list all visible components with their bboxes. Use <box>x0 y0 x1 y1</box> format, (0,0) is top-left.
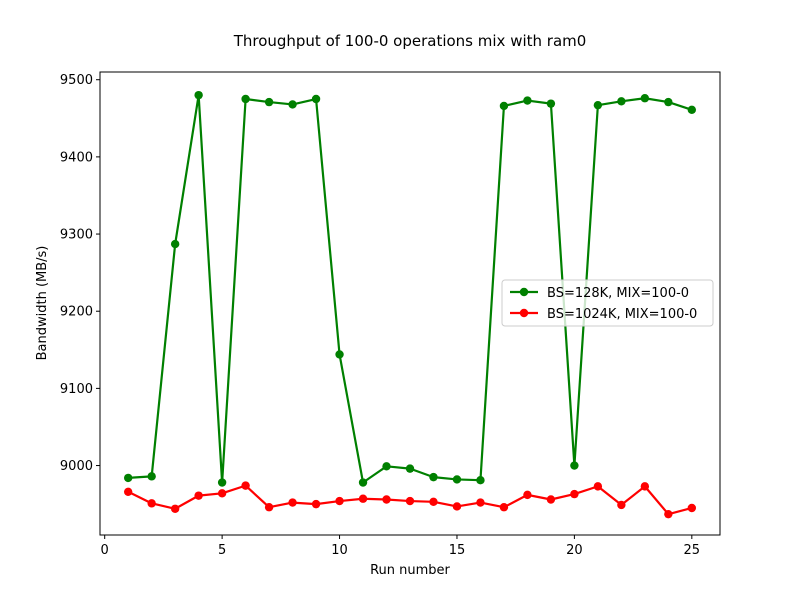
data-point <box>170 239 180 249</box>
y-axis-label: Bandwidth (MB/s) <box>35 246 50 361</box>
x-tick-label: 15 <box>449 543 466 558</box>
data-point <box>687 503 697 513</box>
y-tick-label: 9200 <box>60 305 93 320</box>
data-point <box>335 496 344 506</box>
x-tick-label: 25 <box>684 543 701 558</box>
data-point <box>593 482 603 491</box>
plot-frame <box>99 71 721 536</box>
data-point <box>405 464 415 473</box>
data-point <box>358 494 368 503</box>
legend-marker-1 <box>519 287 529 297</box>
data-point <box>288 100 297 109</box>
x-tick-label: 10 <box>331 543 348 558</box>
data-point <box>170 504 180 513</box>
legend-label-2: BS=1024K, MIX=100-0 <box>547 307 697 322</box>
data-point <box>241 94 250 104</box>
x-axis-label: Run number <box>370 563 450 578</box>
data-point <box>452 502 462 511</box>
data-point <box>546 495 556 504</box>
data-point <box>523 490 532 500</box>
data-point <box>194 491 203 500</box>
x-tick-label: 0 <box>101 543 109 558</box>
y-tick-label: 9400 <box>60 150 93 165</box>
y-tick-label: 9500 <box>60 73 93 88</box>
y-tick-label: 9100 <box>60 382 93 397</box>
plot-area: 0 5 10 15 20 25 9000 9100 9200 9300 9400 9500 BS=128… <box>60 71 721 558</box>
data-point <box>617 97 626 106</box>
y-tick-label: 9300 <box>60 228 93 243</box>
data-point <box>147 472 156 481</box>
data-point <box>264 97 274 107</box>
data-point <box>570 461 579 470</box>
x-tick-label: 20 <box>566 543 583 558</box>
data-point <box>523 96 532 105</box>
data-point <box>664 509 673 519</box>
data-point <box>217 489 227 498</box>
data-point <box>429 472 438 482</box>
legend-label-1: BS=128K, MIX=100-0 <box>547 286 689 301</box>
data-point <box>499 503 509 512</box>
legend-marker-2 <box>519 308 529 318</box>
data-point <box>499 101 509 111</box>
data-point <box>311 499 321 509</box>
x-tick-label: 5 <box>218 543 226 558</box>
data-point <box>405 496 415 506</box>
data-point <box>382 495 391 504</box>
data-point <box>640 94 650 103</box>
data-point <box>123 473 133 483</box>
data-point <box>429 497 438 507</box>
data-point <box>476 498 485 507</box>
chart-title: Throughput of 100-0 operations mix with … <box>233 32 587 50</box>
data-point <box>452 475 462 484</box>
data-point <box>640 482 650 491</box>
data-point <box>288 498 297 507</box>
data-point <box>358 478 368 487</box>
data-point <box>382 462 391 471</box>
data-point <box>617 500 626 510</box>
data-point <box>570 489 579 499</box>
data-point <box>335 350 344 359</box>
data-point <box>311 94 321 104</box>
data-point <box>476 476 485 485</box>
data-point <box>241 481 250 490</box>
data-point <box>546 99 556 108</box>
data-point <box>593 100 603 110</box>
data-point <box>217 478 227 487</box>
y-tick-label: 9000 <box>60 459 93 474</box>
data-point <box>123 487 133 496</box>
data-point <box>664 97 673 107</box>
data-point <box>147 499 156 508</box>
data-point <box>194 90 203 100</box>
legend-box <box>501 279 714 327</box>
data-point <box>687 105 697 115</box>
data-point <box>264 503 274 512</box>
